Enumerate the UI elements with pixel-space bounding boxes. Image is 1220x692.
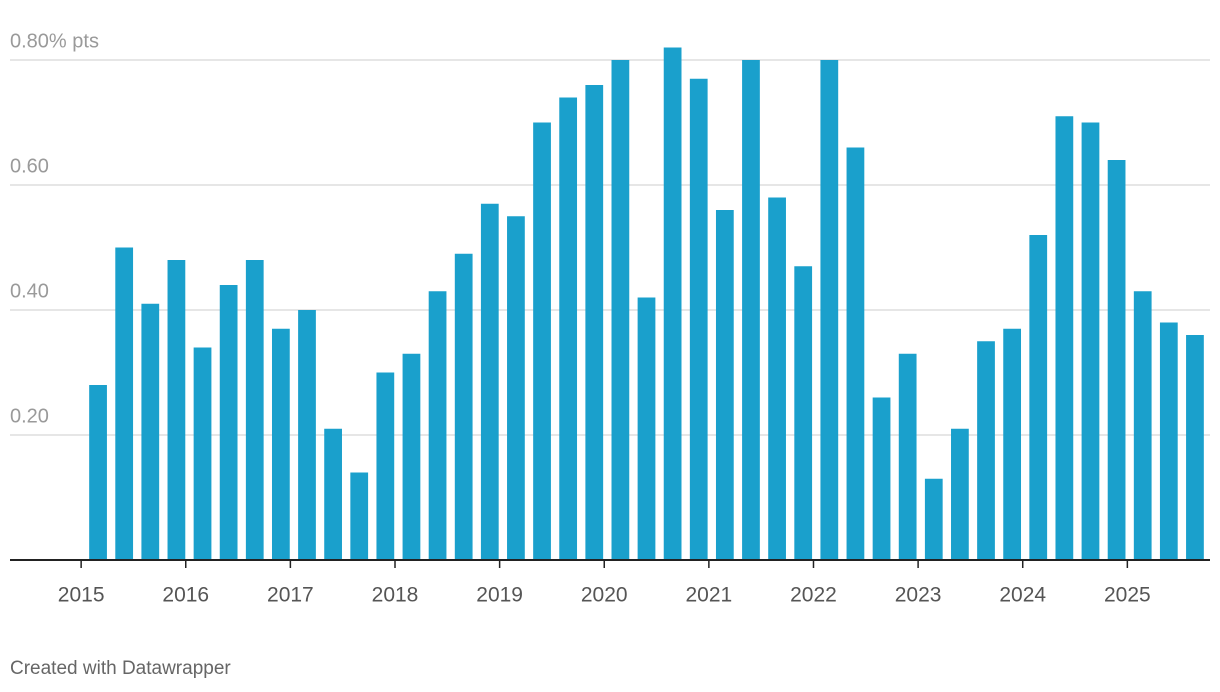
bar [454, 253, 473, 560]
bar [219, 285, 238, 560]
bar [1081, 122, 1100, 560]
x-tick-label: 2020 [581, 584, 628, 607]
bar [820, 60, 839, 560]
x-tick-label: 2017 [267, 584, 314, 607]
bar [402, 353, 421, 560]
bar [167, 260, 186, 560]
bar [1107, 160, 1126, 560]
bar [376, 372, 395, 560]
x-tick-label: 2021 [686, 584, 733, 607]
bar [324, 428, 342, 560]
bar [924, 478, 943, 560]
bar [585, 85, 604, 560]
bar [193, 347, 212, 560]
bar [480, 203, 499, 560]
y-tick-label: 0.80% pts [10, 30, 99, 52]
bar [507, 216, 525, 560]
bar [689, 78, 708, 560]
bar [951, 428, 969, 560]
bar [115, 247, 134, 560]
bar [1159, 322, 1178, 560]
bar [1186, 335, 1204, 560]
bar [611, 60, 630, 560]
bar [742, 60, 760, 560]
bar [1133, 291, 1152, 560]
bar [794, 266, 813, 560]
y-tick-label: 0.60 [10, 155, 49, 177]
source-note: Created with Datawrapper [10, 658, 231, 679]
bar [872, 397, 891, 560]
bar [298, 310, 316, 560]
x-tick-label: 2015 [58, 584, 105, 607]
bar [141, 303, 160, 560]
bar [559, 97, 578, 560]
bar [428, 291, 447, 560]
bar [89, 385, 107, 560]
bar [1003, 328, 1022, 560]
x-tick-label: 2022 [790, 584, 837, 607]
bar [977, 341, 995, 560]
x-tick-label: 2025 [1104, 584, 1151, 607]
y-tick-label: 0.40 [10, 280, 49, 302]
x-tick-label: 2016 [162, 584, 209, 607]
bar [245, 260, 264, 560]
x-tick-label: 2024 [999, 584, 1046, 607]
bar [898, 353, 917, 560]
x-tick-label: 2018 [372, 584, 419, 607]
bar [533, 122, 551, 560]
bar [1029, 235, 1048, 560]
y-tick-label: 0.20 [10, 405, 49, 427]
bar [768, 197, 786, 560]
x-tick-label: 2023 [895, 584, 942, 607]
bar [846, 147, 865, 560]
bar [663, 47, 682, 560]
bar [715, 210, 734, 560]
bar [271, 328, 290, 560]
bar [1055, 116, 1074, 560]
x-tick-label: 2019 [476, 584, 523, 607]
bar [350, 472, 369, 560]
bar [637, 297, 656, 560]
